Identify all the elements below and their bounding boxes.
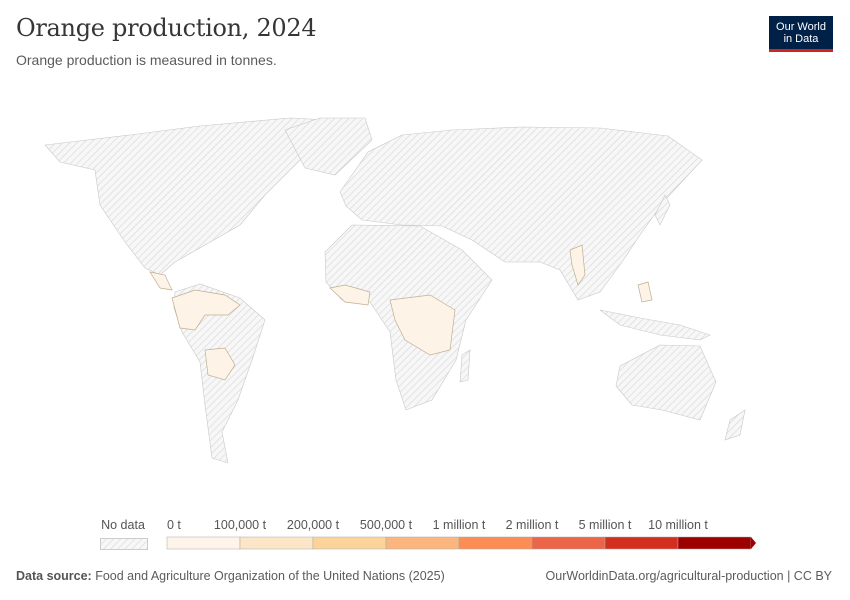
legend-bin-label: 10 million t — [648, 518, 708, 532]
legend-no-data-label: No data — [101, 518, 145, 532]
legend-bin[interactable] — [385, 536, 460, 550]
country-philippines[interactable] — [637, 281, 653, 303]
legend-bin-label: 1 million t — [432, 518, 486, 532]
page-title: Orange production, 2024 — [16, 14, 317, 42]
country-myanmar[interactable] — [569, 244, 586, 286]
australia[interactable] — [615, 344, 717, 421]
source-text: Food and Agriculture Organization of the… — [95, 569, 445, 583]
country-west-africa[interactable] — [329, 284, 371, 306]
japan[interactable] — [654, 194, 671, 226]
legend-bin-label: 200,000 t — [286, 518, 340, 532]
madagascar[interactable] — [459, 349, 471, 383]
legend-arrow — [751, 537, 756, 549]
north-america[interactable] — [44, 117, 331, 276]
legend-bin[interactable] — [531, 536, 606, 550]
eurasia[interactable] — [339, 126, 703, 301]
country-central-america[interactable] — [149, 271, 173, 291]
footer-source: Data source: Food and Agriculture Organi… — [16, 569, 445, 583]
country-bolivia[interactable] — [204, 347, 236, 381]
greenland[interactable] — [284, 117, 373, 176]
legend-bin-label: 500,000 t — [359, 518, 413, 532]
legend-bin[interactable] — [677, 536, 752, 550]
new-zealand[interactable] — [724, 409, 746, 441]
source-label: Data source: — [16, 569, 92, 583]
logo-line-2: in Data — [783, 32, 819, 45]
legend-no-data-swatch — [100, 538, 148, 550]
world-map[interactable] — [0, 100, 850, 480]
legend-bin-label: 5 million t — [578, 518, 632, 532]
legend-bin-label: 100,000 t — [213, 518, 267, 532]
country-central-africa[interactable] — [389, 294, 456, 356]
owid-logo[interactable]: Our World in Data — [769, 16, 833, 52]
legend-bin-label: 0 t — [167, 518, 181, 532]
legend-bin-label: 2 million t — [505, 518, 559, 532]
legend-bin[interactable] — [166, 536, 241, 550]
indonesia[interactable] — [599, 309, 711, 341]
legend-bin[interactable] — [312, 536, 387, 550]
footer-url[interactable]: OurWorldinData.org/agricultural-producti… — [545, 569, 832, 583]
logo-line-1: Our World — [776, 20, 826, 33]
legend-color-bar — [166, 536, 756, 550]
legend-bin[interactable] — [604, 536, 679, 550]
legend-bin[interactable] — [458, 536, 533, 550]
page-subtitle: Orange production is measured in tonnes. — [16, 52, 277, 68]
country-colombia-venezuela[interactable] — [171, 289, 241, 331]
legend-bin[interactable] — [239, 536, 314, 550]
